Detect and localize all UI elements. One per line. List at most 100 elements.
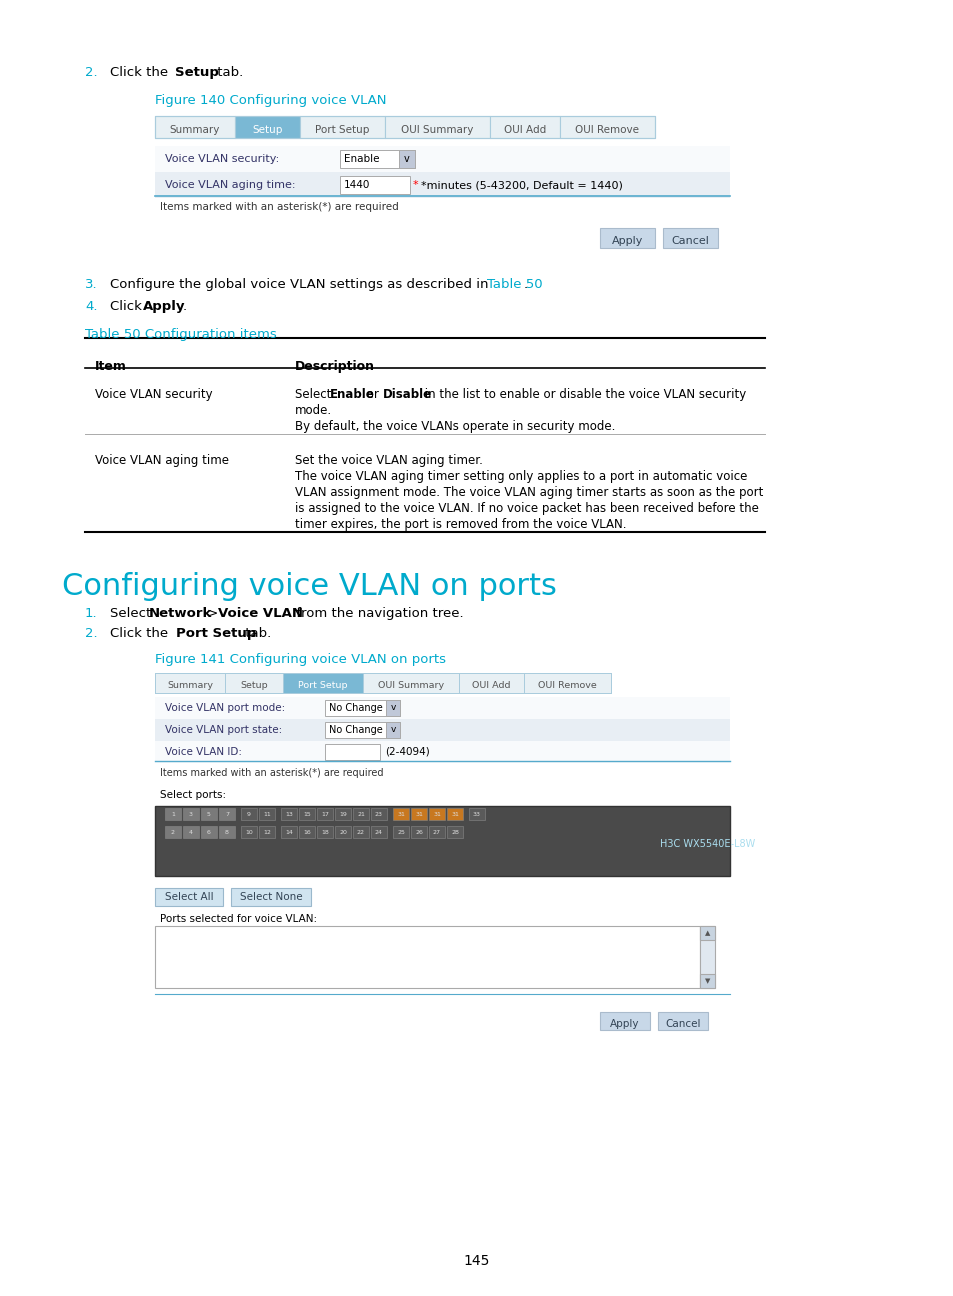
Text: 33: 33: [473, 811, 480, 816]
Text: mode.: mode.: [294, 404, 332, 417]
Text: Table 50 Configuration items: Table 50 Configuration items: [85, 328, 276, 341]
Text: 16: 16: [303, 829, 311, 835]
Text: OUI Add: OUI Add: [472, 682, 510, 691]
Bar: [325, 700, 399, 715]
Bar: [411, 826, 427, 839]
Text: Voice VLAN aging time: Voice VLAN aging time: [95, 454, 229, 467]
Bar: [299, 117, 385, 137]
Bar: [154, 806, 729, 876]
Bar: [662, 228, 718, 248]
Text: 7: 7: [225, 811, 229, 816]
Text: Setup: Setup: [252, 124, 282, 135]
Text: Set the voice VLAN aging timer.: Set the voice VLAN aging timer.: [294, 454, 482, 467]
Text: or: or: [363, 388, 382, 400]
Text: 13: 13: [285, 811, 293, 816]
Text: 22: 22: [356, 829, 365, 835]
Bar: [298, 826, 314, 839]
Bar: [154, 673, 610, 693]
Bar: [165, 807, 181, 820]
Bar: [241, 807, 256, 820]
Text: Select: Select: [110, 607, 155, 619]
Text: Disable: Disable: [382, 388, 432, 400]
Text: Port Setup: Port Setup: [298, 682, 348, 691]
Bar: [234, 117, 299, 137]
Text: 31: 31: [415, 811, 422, 816]
Bar: [325, 744, 379, 759]
Bar: [154, 719, 729, 741]
Bar: [658, 1012, 707, 1030]
Bar: [316, 807, 333, 820]
Text: 4.: 4.: [85, 299, 97, 314]
Text: 5: 5: [207, 811, 211, 816]
Bar: [353, 807, 369, 820]
Text: 4: 4: [189, 829, 193, 835]
Bar: [353, 826, 369, 839]
Text: 1440: 1440: [344, 180, 370, 191]
Text: Voice VLAN: Voice VLAN: [218, 607, 303, 619]
Bar: [429, 826, 444, 839]
Text: Summary: Summary: [170, 124, 220, 135]
Bar: [363, 673, 458, 693]
Bar: [316, 826, 333, 839]
Text: 23: 23: [375, 811, 382, 816]
Text: H3C WX5540E-L8W: H3C WX5540E-L8W: [659, 839, 755, 849]
Bar: [393, 807, 409, 820]
Text: 8: 8: [225, 829, 229, 835]
Text: v: v: [390, 726, 395, 735]
Bar: [154, 146, 729, 172]
Bar: [241, 826, 256, 839]
Bar: [225, 673, 283, 693]
Text: Voice VLAN port mode:: Voice VLAN port mode:: [165, 702, 285, 713]
Bar: [154, 673, 225, 693]
Text: 3.: 3.: [85, 279, 97, 292]
Bar: [183, 826, 199, 839]
Text: 21: 21: [356, 811, 365, 816]
Text: Port Setup: Port Setup: [175, 627, 256, 640]
Bar: [325, 722, 399, 737]
Text: Port Setup: Port Setup: [315, 124, 370, 135]
Text: 31: 31: [451, 811, 458, 816]
Text: Voice VLAN port state:: Voice VLAN port state:: [165, 724, 282, 735]
Text: Items marked with an asterisk(*) are required: Items marked with an asterisk(*) are req…: [160, 769, 383, 778]
Text: from the navigation tree.: from the navigation tree.: [292, 607, 463, 619]
Bar: [599, 1012, 649, 1030]
Bar: [335, 826, 351, 839]
Text: tab.: tab.: [213, 66, 243, 79]
Text: Configuring voice VLAN on ports: Configuring voice VLAN on ports: [62, 572, 557, 601]
Text: Configure the global voice VLAN settings as described in: Configure the global voice VLAN settings…: [110, 279, 493, 292]
Text: 1.: 1.: [85, 607, 97, 619]
Bar: [219, 807, 234, 820]
Text: 15: 15: [303, 811, 311, 816]
Bar: [154, 888, 223, 906]
Text: Enable: Enable: [330, 388, 375, 400]
Text: Select All: Select All: [165, 892, 213, 902]
Bar: [258, 826, 274, 839]
Text: OUI Summary: OUI Summary: [377, 682, 443, 691]
Text: Click the: Click the: [110, 66, 172, 79]
Text: 1: 1: [171, 811, 174, 816]
Text: 6: 6: [207, 829, 211, 835]
Bar: [386, 722, 399, 737]
Text: v: v: [390, 704, 395, 713]
Bar: [154, 697, 729, 719]
Text: Select None: Select None: [239, 892, 302, 902]
Text: 3: 3: [189, 811, 193, 816]
Text: 26: 26: [415, 829, 422, 835]
Bar: [523, 673, 610, 693]
Text: 28: 28: [451, 829, 458, 835]
Text: Ports selected for voice VLAN:: Ports selected for voice VLAN:: [160, 914, 316, 924]
Text: No Change: No Change: [329, 724, 382, 735]
Text: Voice VLAN security:: Voice VLAN security:: [165, 154, 279, 165]
Bar: [490, 117, 559, 137]
Bar: [339, 176, 410, 194]
Text: tab.: tab.: [241, 627, 271, 640]
Bar: [154, 741, 729, 763]
Text: OUI Remove: OUI Remove: [537, 682, 597, 691]
Text: Items marked with an asterisk(*) are required: Items marked with an asterisk(*) are req…: [160, 202, 398, 213]
Bar: [183, 807, 199, 820]
Bar: [154, 117, 655, 137]
Bar: [411, 807, 427, 820]
Bar: [165, 826, 181, 839]
Bar: [458, 673, 523, 693]
Text: ▲: ▲: [704, 931, 709, 936]
